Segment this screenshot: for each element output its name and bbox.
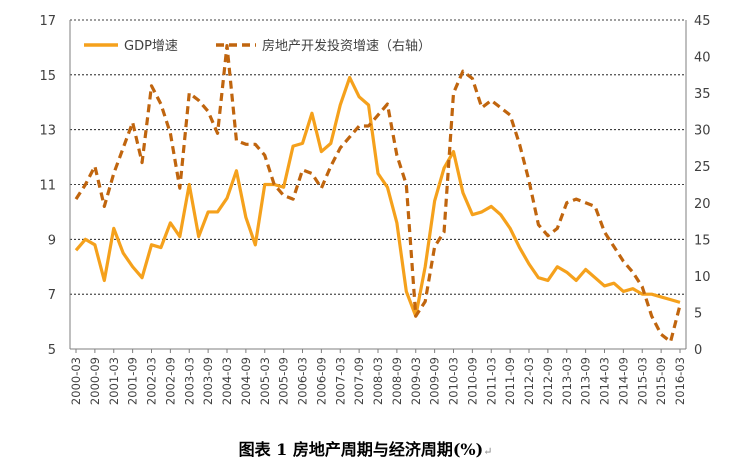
x-tick-label: 2006-09: [314, 357, 328, 405]
gridlines: [70, 19, 686, 350]
x-tick-label: 2001-09: [126, 357, 140, 405]
right-tick-label: 10: [694, 270, 711, 285]
right-tick-label: 15: [694, 233, 711, 248]
left-tick-label: 17: [39, 14, 56, 29]
x-tick-label: 2003-09: [201, 357, 215, 405]
x-tick-label: 2008-09: [390, 357, 404, 405]
x-tick-label: 2001-03: [107, 357, 121, 405]
right-tick-label: 40: [694, 51, 711, 66]
series-gdp-line: [74, 75, 681, 318]
x-tick-label: 2015-09: [654, 357, 668, 405]
x-tick-label: 2006-03: [296, 357, 310, 405]
x-tick-label: 2014-03: [598, 357, 612, 405]
x-tick-label: 2007-03: [333, 357, 347, 405]
right-axis-tick-labels: 0 5 10 15 20 25 30 35 40 45: [694, 14, 711, 358]
x-tick-label: 2010-03: [447, 357, 461, 405]
x-tick-label: 2013-03: [560, 357, 574, 405]
x-tick-label: 2015-03: [635, 357, 649, 405]
x-tick-label: 2004-09: [239, 357, 253, 405]
figure-caption: 图表 1 房地产周期与经济周期(%)↵: [0, 436, 731, 460]
x-tick-label: 2005-03: [258, 357, 272, 405]
right-tick-label: 25: [694, 160, 711, 175]
x-tick-label: 2014-09: [616, 357, 630, 405]
left-tick-label: 11: [39, 179, 56, 194]
x-tick-label: 2007-09: [352, 357, 366, 405]
series-layer: [74, 43, 682, 344]
series-realestate-line: [74, 43, 682, 344]
x-tick-label: 2011-09: [503, 357, 517, 405]
x-axis-tick-labels: 2000-03 2000-09 2001-03 2001-09 2002-03 2002-…: [69, 349, 687, 405]
caption-text: 图表 1 房地产周期与经济周期(%): [238, 440, 484, 459]
left-axis-tick-labels: 5 7 9 11 13 15 17: [39, 14, 56, 358]
x-tick-label: 2010-09: [465, 357, 479, 405]
x-tick-label: 2004-03: [220, 357, 234, 405]
left-tick-label: 9: [48, 233, 56, 248]
x-tick-label: 2003-03: [182, 357, 196, 405]
x-tick-label: 2012-09: [541, 357, 555, 405]
x-tick-label: 2008-03: [371, 357, 385, 405]
left-tick-label: 13: [39, 124, 56, 139]
left-tick-label: 5: [48, 343, 56, 358]
legend-realestate-label: 房地产开发投资增速（右轴）: [262, 38, 431, 54]
right-tick-label: 35: [694, 87, 711, 102]
right-tick-label: 45: [694, 14, 711, 29]
x-tick-label: 2000-03: [69, 357, 83, 405]
right-tick-label: 20: [694, 197, 711, 212]
x-tick-label: 2009-09: [428, 357, 442, 405]
x-tick-label: 2013-09: [579, 357, 593, 405]
x-tick-label: 2009-03: [409, 357, 423, 405]
x-tick-label: 2012-03: [522, 357, 536, 405]
legend: GDP增速 房地产开发投资增速（右轴）: [84, 38, 431, 54]
x-tick-label: 2005-09: [277, 357, 291, 405]
x-tick-label: 2002-09: [163, 357, 177, 405]
x-tick-label: 2002-03: [145, 357, 159, 405]
left-tick-label: 7: [48, 288, 56, 303]
x-tick-label: 2011-03: [484, 357, 498, 405]
x-tick-label: 2000-09: [88, 357, 102, 405]
left-tick-label: 15: [39, 69, 56, 84]
legend-gdp-label: GDP增速: [124, 39, 178, 54]
caption-return-mark: ↵: [483, 445, 493, 458]
right-tick-label: 0: [694, 343, 702, 358]
right-tick-label: 5: [694, 306, 702, 321]
x-tick-label: 2016-03: [673, 357, 687, 405]
right-tick-label: 30: [694, 124, 711, 139]
